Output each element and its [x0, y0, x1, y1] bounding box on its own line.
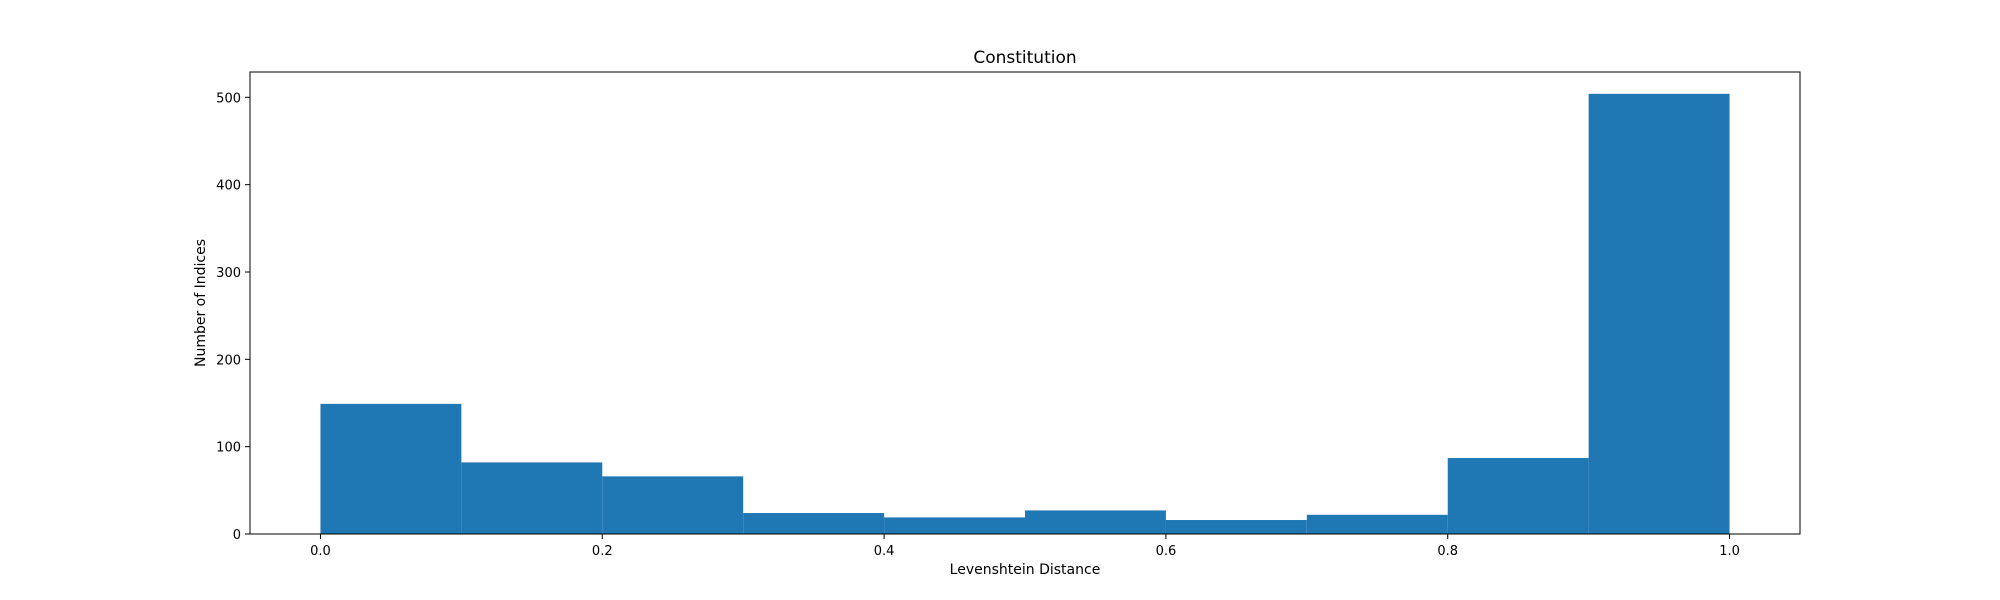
x-tick-label: 0.0	[310, 544, 331, 559]
y-axis-ticks: 0 100 200 300 400 500	[216, 91, 250, 543]
histogram-bar	[1025, 510, 1166, 534]
histogram-bar	[1447, 458, 1589, 534]
y-tick-label: 200	[216, 353, 241, 368]
histogram-bar	[1306, 514, 1448, 534]
plot-frame	[249, 71, 1801, 535]
y-tick-label: 400	[216, 179, 241, 194]
x-tick-label: 0.4	[874, 544, 895, 559]
histogram-bar	[1165, 520, 1307, 534]
y-axis-label: Number of Indices	[193, 239, 209, 367]
histogram-bar	[743, 513, 885, 534]
x-axis-label: Levenshtein Distance	[950, 562, 1101, 578]
y-tick-label: 100	[216, 441, 241, 456]
histogram-bar	[602, 476, 744, 534]
x-tick-label: 0.8	[1437, 544, 1458, 559]
y-tick-label: 500	[216, 91, 241, 106]
y-tick-label: 0	[233, 528, 241, 543]
histogram-bar	[320, 403, 462, 534]
chart-title: Constitution	[973, 48, 1076, 68]
y-tick-label: 300	[216, 266, 241, 281]
x-tick-label: 0.6	[1156, 544, 1177, 559]
histogram-bar	[884, 517, 1025, 534]
histogram-bar	[1588, 93, 1730, 534]
x-tick-label: 1.0	[1719, 544, 1740, 559]
bars-group	[320, 93, 1730, 534]
x-tick-label: 0.2	[592, 544, 613, 559]
histogram-bar	[461, 462, 603, 534]
x-axis-ticks: 0.0 0.2 0.4 0.6 0.8 1.0	[310, 534, 1740, 559]
